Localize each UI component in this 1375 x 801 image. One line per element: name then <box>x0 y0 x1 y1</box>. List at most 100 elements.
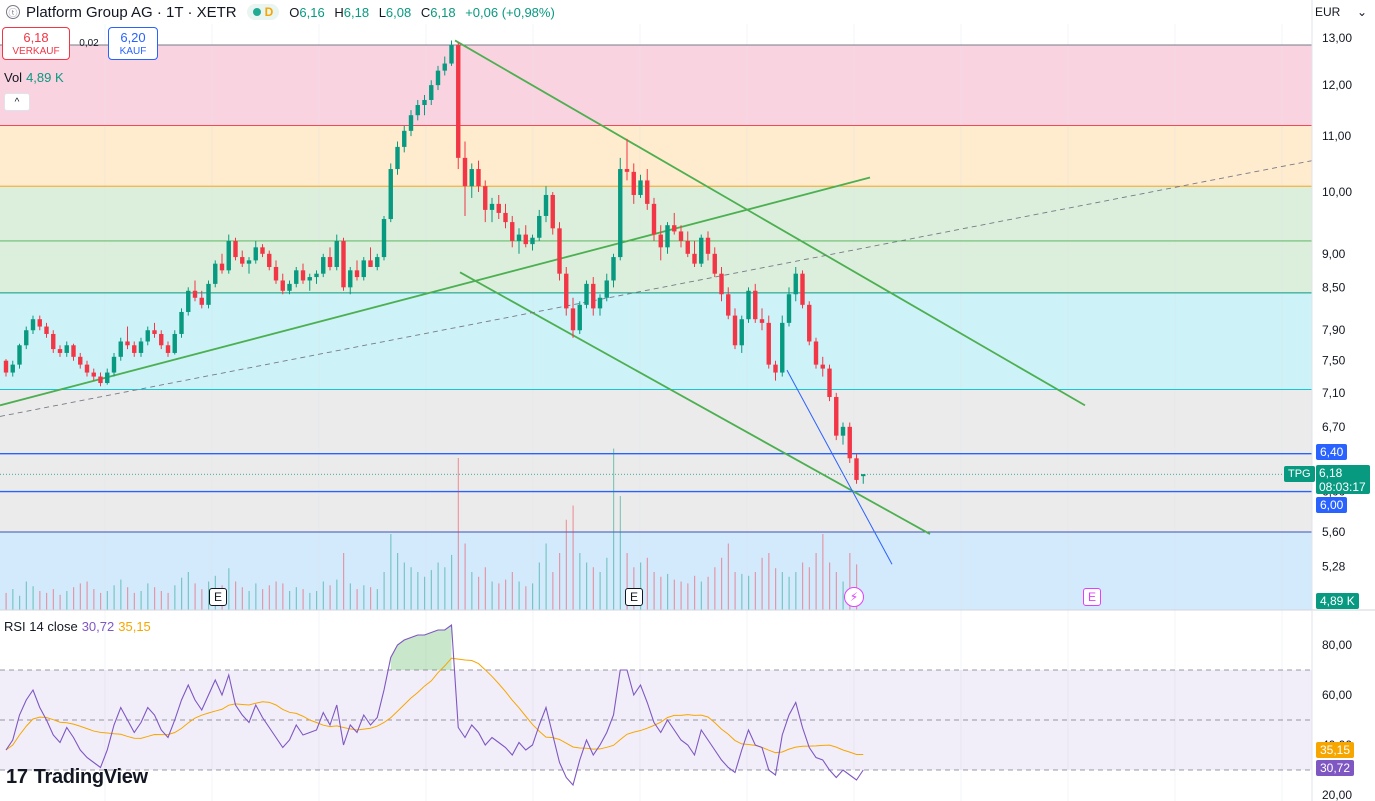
candle-body <box>321 257 326 274</box>
volume-bar <box>275 581 277 610</box>
volume-bar <box>113 585 115 610</box>
market-status-badge[interactable]: D <box>246 4 280 20</box>
last-price-label: 6,18 08:03:17 <box>1316 465 1370 494</box>
price-tick-label: 7,90 <box>1322 323 1346 337</box>
candle-body <box>381 219 387 258</box>
future-earnings-icon[interactable]: E <box>1083 588 1101 606</box>
volume-bar <box>187 572 189 610</box>
candle-body <box>260 247 265 254</box>
candle-body <box>17 345 22 365</box>
volume-bar <box>5 592 7 610</box>
candle-body <box>732 315 738 346</box>
candle-body <box>10 364 15 373</box>
candle-body <box>57 349 63 353</box>
volume-bar <box>707 576 709 610</box>
volume-bar <box>66 591 68 610</box>
candle-body <box>753 290 758 320</box>
tradingview-logo[interactable]: 17 TradingView <box>6 766 148 789</box>
rsi-overbought-fill <box>390 625 452 670</box>
candle-body <box>793 273 798 295</box>
lightning-event-icon[interactable]: ⚡ <box>844 587 864 607</box>
candle-body <box>334 240 339 267</box>
volume-bar <box>565 519 567 610</box>
volume-bar <box>667 573 669 610</box>
volume-bar <box>613 448 615 610</box>
candle-body <box>834 396 839 436</box>
volume-bar <box>606 557 608 610</box>
volume-bar <box>694 575 696 610</box>
volume-bar <box>451 554 453 610</box>
volume-bar <box>343 553 345 610</box>
candle-body <box>435 70 441 86</box>
candle-body <box>543 194 549 216</box>
candle-body <box>111 356 117 373</box>
volume-bar <box>316 591 318 610</box>
volume-bar <box>302 589 304 610</box>
volume-bar <box>592 567 594 610</box>
candle-body <box>294 270 299 284</box>
rsi-tick-label: 80,00 <box>1322 638 1352 652</box>
volume-bar <box>754 572 756 610</box>
volume-bar <box>12 589 14 610</box>
candle-body <box>226 240 231 271</box>
price-axis[interactable]: 13,00 12,00 11,00 10,00 9,00 8,50 7,90 7,50 7,10… <box>1311 0 1352 801</box>
market-status-label: D <box>264 5 274 19</box>
candle-body <box>840 426 846 436</box>
candle-body <box>192 290 198 298</box>
earnings-event-icon[interactable]: E <box>625 588 643 606</box>
ohlc-open-key: O <box>289 4 300 20</box>
volume-bar <box>201 589 203 610</box>
candle-body <box>159 333 164 346</box>
volume-bar <box>356 589 358 610</box>
volume-bar <box>687 583 689 610</box>
sell-button[interactable]: 6,18 VERKAUF <box>2 27 70 60</box>
volume-bar <box>700 581 702 610</box>
candle-body <box>240 257 245 264</box>
market-open-dot-icon <box>252 8 261 16</box>
earnings-event-icon[interactable]: E <box>209 588 227 606</box>
candle-body <box>273 266 279 281</box>
volume-bar <box>646 557 648 610</box>
candle-body <box>44 326 49 334</box>
candle-body <box>820 364 825 369</box>
candle-body <box>354 270 360 278</box>
volume-bar <box>619 496 621 610</box>
volume-bar <box>309 592 311 610</box>
candle-body <box>24 330 29 346</box>
volume-bar <box>781 572 783 610</box>
candle-body <box>570 308 576 331</box>
candle-body <box>246 260 252 264</box>
trend-lines[interactable] <box>0 39 1313 565</box>
volume-bar <box>430 570 432 610</box>
symbol-title[interactable]: Platform Group AG · 1T · XETR <box>26 3 237 21</box>
ohlc-values: O6,16 H6,18 L6,08 C6,18 +0,06 (+0,98%) <box>289 5 561 20</box>
volume-bar <box>559 553 561 610</box>
currency-select[interactable]: EUR ⌄ <box>1311 2 1371 22</box>
volume-legend[interactable]: Vol 4,89 K <box>4 70 64 85</box>
candle-body <box>550 194 555 229</box>
candle-body <box>726 294 731 316</box>
buy-price: 6,20 <box>120 30 146 45</box>
volume-bar <box>376 589 378 610</box>
collapse-legend-button[interactable]: ^ <box>4 93 30 111</box>
candle-body <box>462 157 468 187</box>
volume-bar <box>46 592 48 610</box>
candle-body <box>3 360 9 373</box>
earnings-event-label: E <box>213 590 222 604</box>
volume-bar <box>383 572 385 610</box>
candle-body <box>699 237 704 264</box>
volume-bar <box>52 589 54 610</box>
price-tick-label: 5,28 <box>1322 560 1346 574</box>
candle-body <box>172 333 177 353</box>
candle-body <box>138 341 144 353</box>
volume-bar <box>721 557 723 610</box>
candle-body <box>179 311 184 334</box>
buy-button[interactable]: 6,20 KAUF <box>108 27 158 60</box>
volume-bar <box>525 586 527 610</box>
rsi-legend[interactable]: RSI 14 close 30,72 35,15 <box>4 619 151 634</box>
fib-zones <box>0 45 1312 610</box>
fib-zone <box>0 389 1312 532</box>
candle-body <box>476 169 481 187</box>
